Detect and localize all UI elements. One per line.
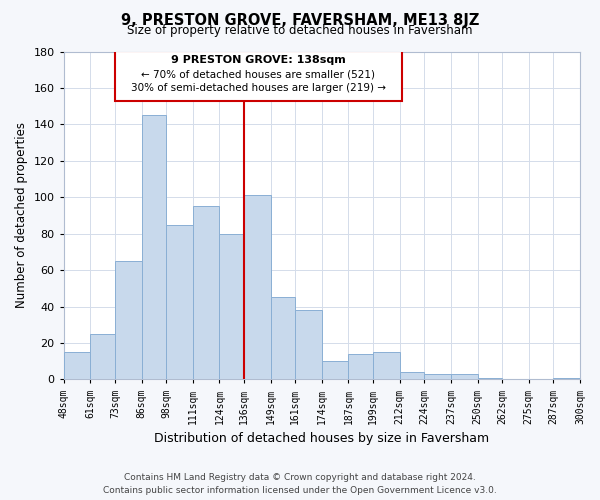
Bar — [244, 196, 271, 380]
Bar — [373, 352, 400, 380]
Bar — [115, 261, 142, 380]
Bar — [166, 224, 193, 380]
Text: Size of property relative to detached houses in Faversham: Size of property relative to detached ho… — [127, 24, 473, 37]
Bar — [322, 361, 349, 380]
Bar — [271, 298, 295, 380]
Text: Contains HM Land Registry data © Crown copyright and database right 2024.
Contai: Contains HM Land Registry data © Crown c… — [103, 474, 497, 495]
Text: 30% of semi-detached houses are larger (219) →: 30% of semi-detached houses are larger (… — [131, 83, 386, 93]
Bar — [220, 234, 244, 380]
Bar — [115, 52, 402, 100]
Text: 9, PRESTON GROVE, FAVERSHAM, ME13 8JZ: 9, PRESTON GROVE, FAVERSHAM, ME13 8JZ — [121, 12, 479, 28]
Bar — [400, 372, 424, 380]
Bar — [478, 378, 502, 380]
Bar — [349, 354, 373, 380]
Bar — [142, 116, 166, 380]
Bar — [193, 206, 220, 380]
Bar — [451, 374, 478, 380]
Bar — [553, 378, 580, 380]
Bar — [295, 310, 322, 380]
Text: 9 PRESTON GROVE: 138sqm: 9 PRESTON GROVE: 138sqm — [171, 55, 346, 65]
Bar — [424, 374, 451, 380]
Bar — [64, 352, 91, 380]
Y-axis label: Number of detached properties: Number of detached properties — [15, 122, 28, 308]
Bar — [91, 334, 115, 380]
Text: ← 70% of detached houses are smaller (521): ← 70% of detached houses are smaller (52… — [142, 69, 376, 79]
X-axis label: Distribution of detached houses by size in Faversham: Distribution of detached houses by size … — [154, 432, 490, 445]
